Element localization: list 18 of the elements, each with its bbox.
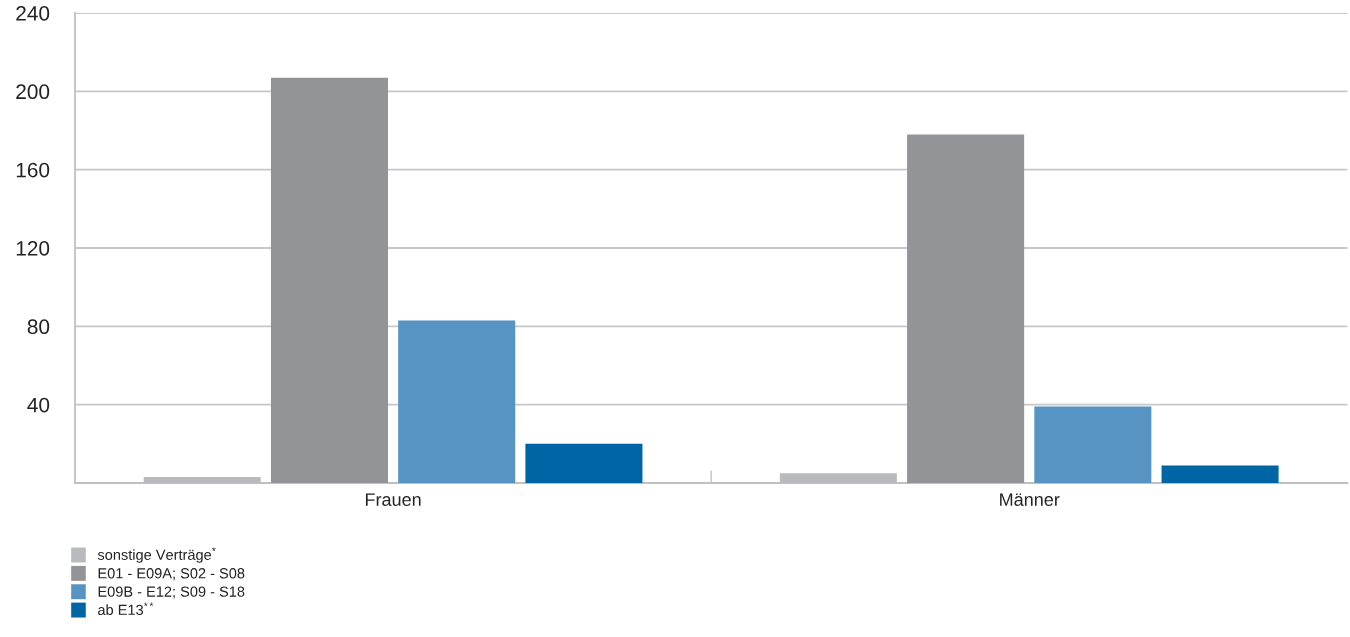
y-tick-label: 200 xyxy=(16,84,50,100)
y-tick-label: 240 xyxy=(16,6,50,21)
legend-label: E09B - E12; S09 - S18 xyxy=(98,586,245,599)
bar xyxy=(1034,406,1152,483)
legend-label: ab E13$^{**}$ xyxy=(98,602,154,615)
legend-label: sonstige Verträge$^{*}$ xyxy=(97,547,216,563)
bar xyxy=(398,320,516,483)
y-tick-label: 40 xyxy=(27,397,50,413)
x-tick-label: Frauen xyxy=(365,493,421,506)
x-tick-label: Männer xyxy=(1000,493,1060,506)
bar xyxy=(1161,465,1279,483)
legend-label: E01 - E09A; S02 - S08 xyxy=(98,568,245,581)
y-tick-label: 120 xyxy=(16,241,50,256)
bar xyxy=(525,443,643,483)
bar xyxy=(270,77,388,483)
y-tick-label: 160 xyxy=(16,162,50,178)
y-tick-label: 80 xyxy=(27,319,50,335)
bar xyxy=(907,134,1025,483)
